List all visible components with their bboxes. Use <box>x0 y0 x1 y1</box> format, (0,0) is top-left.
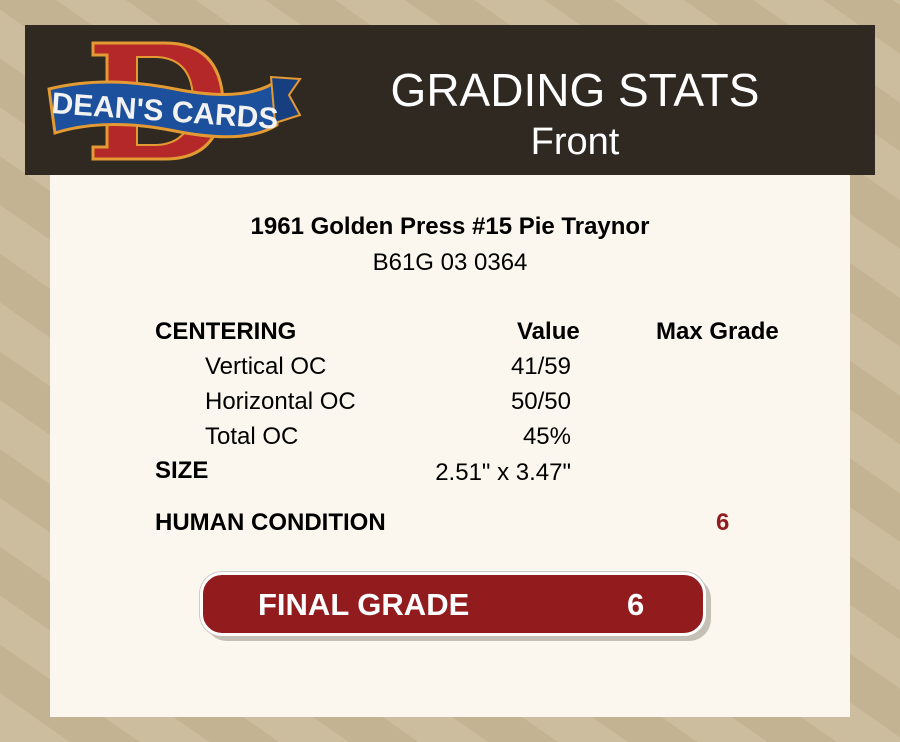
row-label: Vertical OC <box>205 353 327 380</box>
final-grade-label: FINAL GRADE <box>258 587 470 622</box>
row-value: 50/50 <box>510 388 571 415</box>
header: DEAN'S CARDS GRADING STATS Front <box>25 25 875 175</box>
size-label: SIZE <box>155 457 209 484</box>
page-title: GRADING STATS <box>390 64 760 116</box>
centering-heading: CENTERING <box>155 318 297 345</box>
final-grade-banner: FINAL GRADE 6 <box>200 572 706 636</box>
card-name: 1961 Golden Press #15 Pie Traynor <box>250 213 650 240</box>
deans-cards-logo: DEAN'S CARDS <box>47 41 302 161</box>
human-condition-value: 6 <box>716 509 730 536</box>
row-value: 45% <box>522 423 571 450</box>
value-header: Value <box>517 318 580 345</box>
size-value: 2.51" x 3.47" <box>435 459 571 486</box>
row-value: 41/59 <box>510 353 571 380</box>
page-subtitle: Front <box>530 121 620 163</box>
row-label: Total OC <box>205 423 299 450</box>
max-grade-header: Max Grade <box>656 318 779 345</box>
human-condition-label: HUMAN CONDITION <box>155 509 386 536</box>
grading-panel: 1961 Golden Press #15 Pie Traynor B61G 0… <box>50 175 850 717</box>
final-grade-value: 6 <box>627 587 645 622</box>
row-label: Horizontal OC <box>205 388 356 415</box>
cert-number: B61G 03 0364 <box>372 249 528 276</box>
